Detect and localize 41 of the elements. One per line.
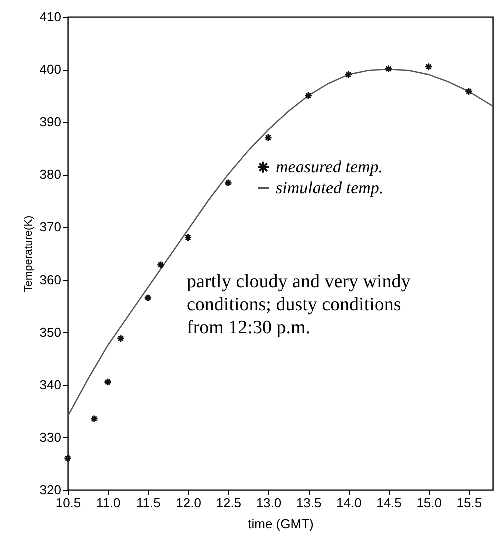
point	[304, 92, 313, 100]
y-tick-label: 410	[40, 10, 62, 24]
point	[184, 234, 192, 242]
x-tick-label: 10.5	[56, 496, 82, 510]
y-axis-title: Temperature(K)	[22, 216, 35, 292]
point	[104, 378, 112, 386]
point	[156, 260, 166, 270]
x-tick-label: 13.5	[296, 496, 322, 510]
y-tick-label: 350	[40, 324, 62, 340]
x-tick-label: 12.5	[216, 496, 242, 510]
x-tick-label: 15.0	[416, 496, 442, 510]
y-tick-label: 340	[40, 377, 62, 392]
x-tick-label: 11.0	[96, 496, 121, 510]
point	[116, 334, 126, 343]
point	[344, 70, 353, 79]
y-tick-label: 360	[40, 272, 62, 288]
point	[424, 62, 433, 72]
annotation: partly cloudy and very windy conditions; dusty conditions from 12:30 p.m.	[187, 271, 412, 338]
x-tick-label: 15.5	[456, 496, 482, 510]
x-tick-label: 11.5	[136, 496, 161, 510]
point	[384, 64, 393, 74]
y-tick-label: 400	[40, 62, 62, 78]
legend-label: measured temp.	[276, 157, 384, 176]
x-axis-title: time (GMT)	[248, 516, 314, 532]
y-tick-label: 390	[40, 114, 62, 130]
point	[144, 294, 152, 302]
line-series	[67, 68, 494, 418]
point	[90, 414, 99, 424]
y-tick-label: 380	[40, 167, 62, 182]
legend-label: simulated temp.	[276, 178, 384, 198]
point	[64, 454, 72, 463]
y-tick-label: 370	[40, 220, 62, 235]
x-tick-label: 14.5	[376, 496, 402, 510]
point	[464, 88, 474, 96]
x-tick-label: 13.0	[256, 496, 282, 510]
x-tick-label: 12.0	[176, 496, 202, 510]
y-tick-label: 320	[40, 482, 62, 498]
point	[264, 134, 273, 142]
y-tick-label: 330	[40, 430, 62, 445]
point	[224, 178, 232, 188]
x-tick-label: 14.0	[336, 496, 362, 510]
